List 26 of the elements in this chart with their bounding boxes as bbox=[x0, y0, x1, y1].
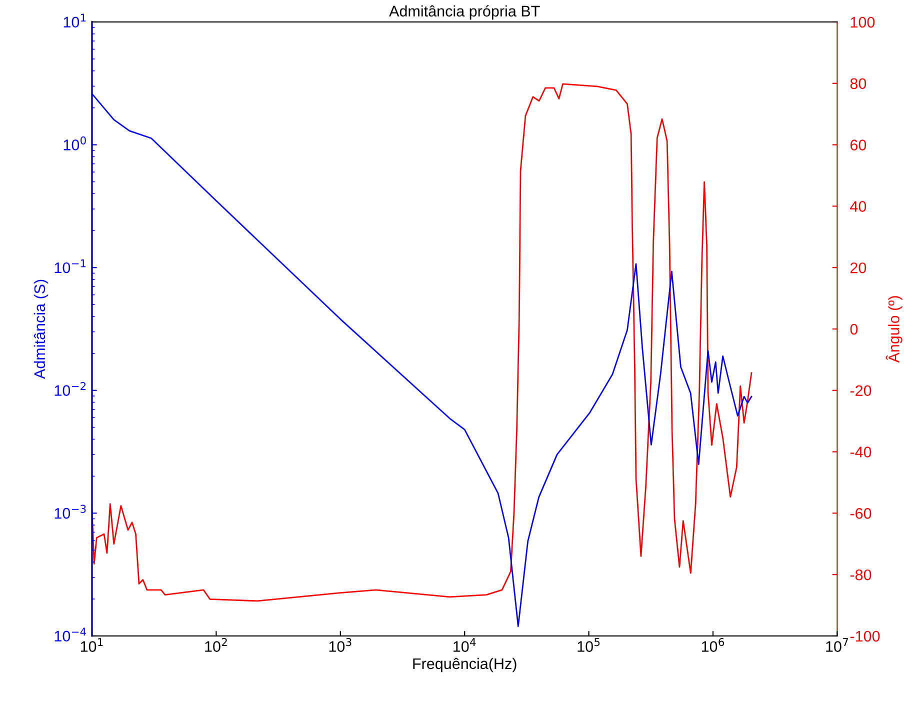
y2-tick-label: 60 bbox=[850, 140, 866, 150]
y2-tick-label: 0 bbox=[850, 324, 858, 335]
y2-tick-label: -100 bbox=[850, 630, 880, 642]
y-tick-label: 10$^{−1}$ bbox=[54, 259, 86, 274]
y-tick-label: 10$^{0}$ bbox=[64, 136, 86, 150]
y-tick-label: 10$^{1}$ bbox=[64, 14, 86, 28]
y2-tick-label: 20 bbox=[850, 262, 866, 274]
x-tick-label: 10$^{4}$ bbox=[454, 638, 476, 652]
y-axis-title: Admitância (S) bbox=[34, 280, 48, 380]
x-tick-label: 10$^{6}$ bbox=[702, 638, 724, 652]
x-tick-label: 10$^{3}$ bbox=[329, 638, 352, 652]
y2-tick-label: 100 bbox=[850, 16, 875, 28]
y2-tick-label: -60 bbox=[850, 508, 872, 519]
y2-tick-label: 40 bbox=[850, 201, 866, 212]
y2-tick-label: 80 bbox=[850, 78, 866, 90]
x-tick-label: 10$^{2}$ bbox=[205, 638, 227, 652]
chart-title: Admitância própria BT bbox=[389, 5, 540, 20]
x-tick-label: 10$^{7}$ bbox=[826, 638, 848, 652]
y2-axis-title: Ângulo (º) bbox=[886, 296, 902, 363]
x-axis-title: Frequência(Hz) bbox=[413, 658, 516, 672]
y2-tick-label: -40 bbox=[850, 446, 872, 458]
x-tick-label: 10$^{5}$ bbox=[578, 638, 600, 652]
y2-tick-label: -20 bbox=[850, 385, 872, 396]
y-tick-label: 10$^{−2}$ bbox=[54, 382, 86, 396]
y-tick-label: 10$^{−3}$ bbox=[54, 504, 86, 519]
y2-tick-label: -80 bbox=[850, 569, 872, 580]
